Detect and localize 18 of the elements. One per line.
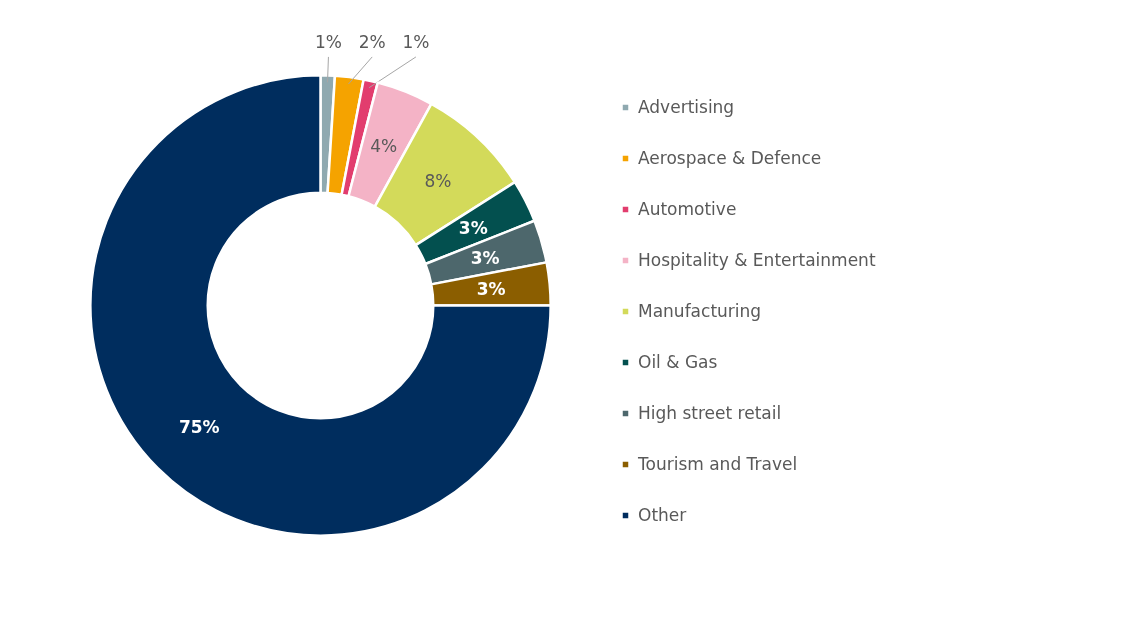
data-label: 3%: [476, 279, 506, 300]
legend-label: Tourism and Travel: [638, 454, 798, 474]
data-label: 2%: [358, 32, 386, 53]
data-label: 1%: [402, 32, 430, 53]
data-label: 8%: [424, 170, 452, 191]
legend-label: Oil & Gas: [638, 352, 718, 372]
data-label: 3%: [470, 247, 500, 268]
data-label: 4%: [370, 136, 398, 157]
data-label: 75%: [178, 416, 220, 437]
legend-label: Other: [638, 505, 687, 525]
data-label: 1%: [314, 32, 342, 53]
legend-label: Hospitality & Entertainment: [638, 250, 876, 270]
legend-label: Automotive: [638, 199, 737, 219]
legend-label: Manufacturing: [638, 301, 762, 321]
legend-label: Advertising: [638, 97, 735, 117]
data-label: 3%: [458, 217, 488, 238]
legend-label: High street retail: [638, 403, 782, 423]
legend-label: Aerospace & Defence: [638, 148, 822, 168]
